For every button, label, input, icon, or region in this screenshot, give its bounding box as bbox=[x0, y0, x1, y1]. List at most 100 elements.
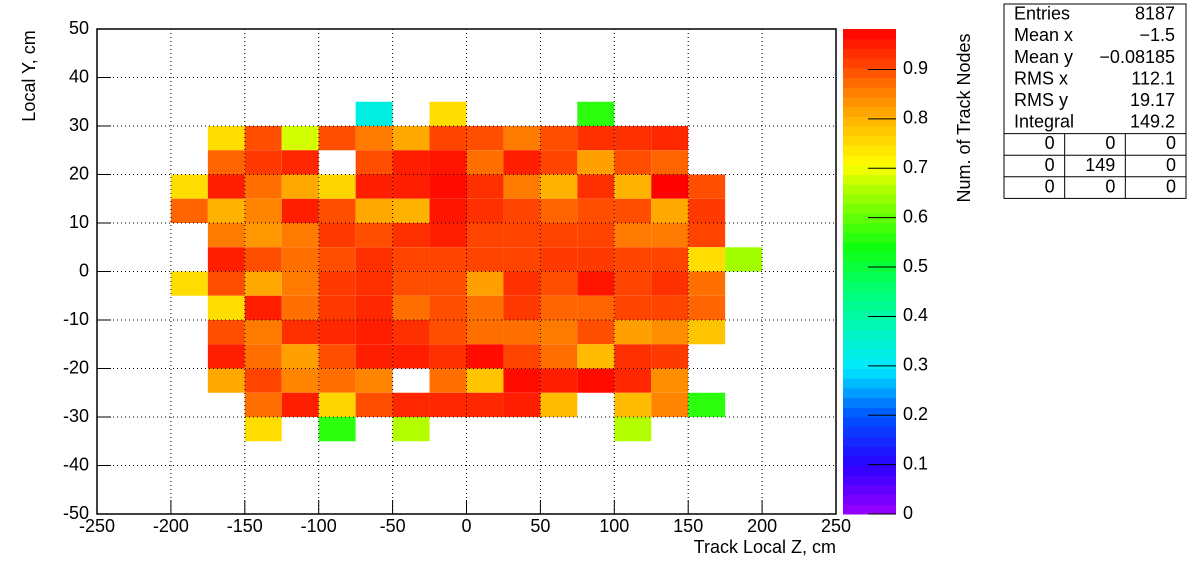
heatmap-cell bbox=[688, 247, 726, 272]
colorbar-step bbox=[843, 397, 896, 408]
heatmap-cell bbox=[392, 417, 430, 442]
heatmap-cell bbox=[429, 174, 467, 199]
heatmap-cell bbox=[503, 198, 541, 223]
stats-value: 19.17 bbox=[1130, 90, 1175, 110]
heatmap-cell bbox=[503, 150, 541, 175]
stats-label: Mean x bbox=[1014, 25, 1073, 45]
heatmap-cell bbox=[614, 150, 652, 175]
heatmap-cell bbox=[318, 344, 356, 369]
heatmap-cell bbox=[577, 344, 615, 369]
x-tick-label: -50 bbox=[380, 516, 406, 536]
heatmap-cell bbox=[651, 344, 689, 369]
heatmap-cell bbox=[318, 174, 356, 199]
heatmap-cell bbox=[392, 392, 430, 417]
heatmap-cell bbox=[207, 126, 245, 151]
heatmap-cell bbox=[577, 174, 615, 199]
colorbar-step bbox=[843, 252, 896, 263]
heatmap-cell bbox=[244, 271, 282, 296]
heatmap-cell bbox=[355, 126, 393, 151]
colorbar-step bbox=[843, 320, 896, 331]
heatmap-cell bbox=[577, 320, 615, 345]
heatmap-cell bbox=[170, 198, 208, 223]
heatmap-cell bbox=[651, 223, 689, 248]
heatmap-cell bbox=[318, 198, 356, 223]
heatmap-cell bbox=[429, 320, 467, 345]
heatmap-cell bbox=[429, 223, 467, 248]
heatmap-cell bbox=[281, 223, 319, 248]
heatmap-cell bbox=[392, 126, 430, 151]
heatmap-cell bbox=[614, 174, 652, 199]
heatmap-cell bbox=[429, 368, 467, 393]
heatmap-cell bbox=[355, 271, 393, 296]
heatmap-cell bbox=[577, 101, 615, 126]
colorbar-step bbox=[843, 494, 896, 505]
heatmap-cell bbox=[614, 368, 652, 393]
heatmap-cell bbox=[466, 344, 504, 369]
heatmap-cell bbox=[651, 392, 689, 417]
colorbar-step bbox=[843, 77, 896, 88]
colorbar-step bbox=[843, 184, 896, 195]
stats-value: 112.1 bbox=[1131, 68, 1175, 88]
stats-cell: 0 bbox=[1045, 133, 1055, 153]
heatmap-cell bbox=[503, 320, 541, 345]
colorbar-step bbox=[843, 339, 896, 350]
stats-box bbox=[1003, 3, 1187, 199]
heatmap-cell bbox=[392, 344, 430, 369]
heatmap-cell bbox=[318, 223, 356, 248]
colorbar-step bbox=[843, 48, 896, 59]
colorbar-step bbox=[843, 329, 896, 340]
heatmap-cell bbox=[503, 247, 541, 272]
heatmap-cell bbox=[614, 223, 652, 248]
heatmap-cell bbox=[207, 344, 245, 369]
heatmap-cell bbox=[355, 101, 393, 126]
colorbar-step bbox=[843, 174, 896, 185]
heatmap-cell bbox=[392, 174, 430, 199]
y-tick-label: -50 bbox=[63, 503, 89, 523]
colorbar-tick-label: 0.2 bbox=[903, 404, 928, 424]
colorbar-tick-label: 0.1 bbox=[903, 453, 928, 473]
heatmap-cell bbox=[355, 392, 393, 417]
y-tick-label: 10 bbox=[69, 212, 89, 232]
x-tick-label: 200 bbox=[747, 516, 777, 536]
stats-value: −1.5 bbox=[1139, 25, 1175, 45]
x-tick-label: -100 bbox=[301, 516, 337, 536]
colorbar-tick-label: 0.9 bbox=[903, 58, 928, 78]
heatmap-cell bbox=[355, 198, 393, 223]
heatmap-cell bbox=[614, 417, 652, 442]
x-axis-label: Track Local Z, cm bbox=[694, 537, 836, 557]
heatmap-cell bbox=[688, 320, 726, 345]
heatmap-cell bbox=[355, 368, 393, 393]
heatmap-cell bbox=[577, 223, 615, 248]
heatmap-cell bbox=[429, 295, 467, 320]
stats-label: Integral bbox=[1014, 112, 1074, 132]
stats-value: −0.08185 bbox=[1099, 47, 1175, 67]
heatmap-cell bbox=[429, 126, 467, 151]
stats-label: RMS y bbox=[1014, 90, 1068, 110]
heatmap-cell bbox=[355, 320, 393, 345]
y-tick-label: 0 bbox=[79, 260, 89, 280]
heatmap-cell bbox=[207, 271, 245, 296]
heatmap-cell bbox=[244, 392, 282, 417]
colorbar-step bbox=[843, 193, 896, 205]
heatmap-cell bbox=[651, 271, 689, 296]
heatmap-cell bbox=[281, 150, 319, 175]
x-tick-label: 150 bbox=[673, 516, 703, 536]
heatmap-cell bbox=[170, 174, 208, 199]
colorbar-step bbox=[843, 484, 896, 496]
heatmap-cell bbox=[207, 174, 245, 199]
y-tick-label: 30 bbox=[69, 115, 89, 135]
heatmap-cell bbox=[688, 271, 726, 296]
x-tick-label: -250 bbox=[79, 516, 115, 536]
heatmap-cell bbox=[429, 198, 467, 223]
stats-label: Entries bbox=[1014, 4, 1070, 24]
colorbar-step bbox=[843, 135, 896, 146]
colorbar-step bbox=[843, 300, 896, 311]
heatmap-cell bbox=[281, 247, 319, 272]
colorbar-step bbox=[843, 232, 896, 243]
heatmap-cell bbox=[466, 295, 504, 320]
heatmap-cell bbox=[577, 368, 615, 393]
colorbar-step bbox=[843, 126, 896, 137]
heatmap-cell bbox=[429, 150, 467, 175]
heatmap-cell bbox=[503, 174, 541, 199]
heatmap-cell bbox=[577, 150, 615, 175]
